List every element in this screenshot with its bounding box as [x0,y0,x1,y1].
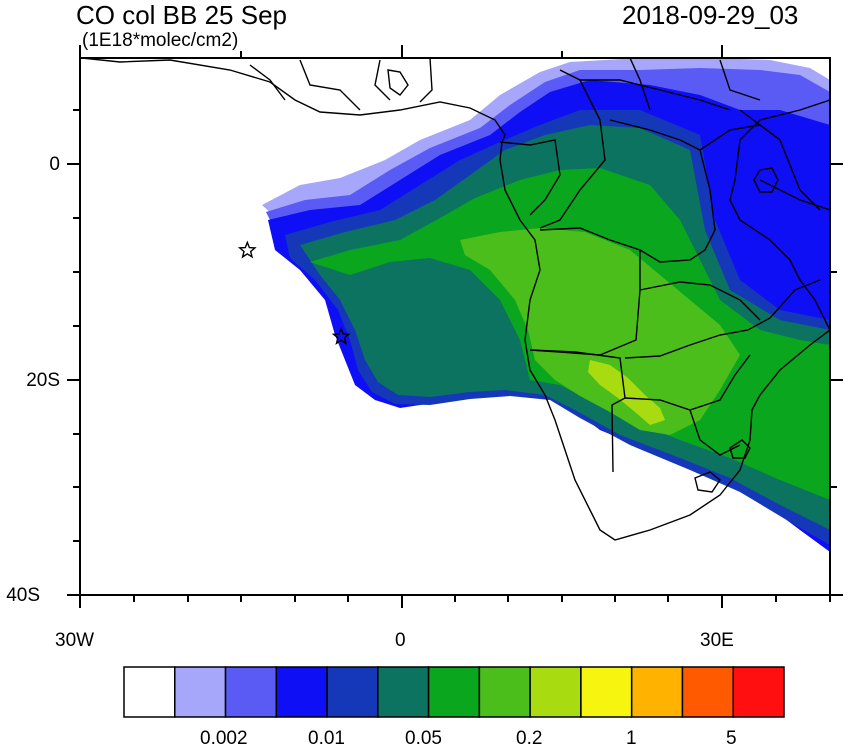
tick-marks [67,45,843,608]
x-label-30e: 30E [700,630,734,651]
colorbar-box-2 [174,666,227,718]
map-units: (1E18*molec/cm2) [82,30,239,51]
colorbar-label-5: 1 [626,728,637,749]
colorbar-label-6: 5 [726,728,737,749]
central-africa-coast [499,141,830,541]
border-13 [719,59,830,211]
star-marker-2 [331,326,351,345]
border-12 [559,58,731,111]
colorbar-label-3: 0.05 [405,728,442,749]
lake-victoria [753,167,779,193]
colorbar-box-12 [681,666,734,718]
lake-outline-2 [387,69,409,96]
madagascar [694,471,721,493]
colorbar-label-4: 0.2 [516,728,543,749]
colorbar-label-1: 0.002 [200,728,248,749]
plume-layers [262,58,830,552]
border-4 [639,281,761,321]
markers [237,240,351,345]
co-column-map [67,45,843,608]
y-label-20s: 20S [26,370,60,391]
border-5 [624,354,751,411]
border-7 [539,79,606,229]
border-2 [529,349,626,473]
colorbar-box-6 [377,666,430,718]
border-9 [609,119,716,263]
border-8 [499,139,561,216]
plume-level-7 [460,228,740,435]
colorbar-label-2: 0.01 [308,728,345,749]
colorbar-box-9 [529,666,582,718]
y-label-0: 0 [49,154,60,175]
border-3 [624,279,821,359]
map-title: CO col BB 25 Sep [76,0,287,30]
star-marker-1 [237,240,257,259]
east-africa-coast [729,99,830,331]
x-label-30w: 30W [55,630,95,651]
border-11 [249,58,433,111]
y-label-40s: 40S [6,585,40,606]
colorbar-box-1 [123,666,176,718]
coastlines [81,58,830,541]
colorbar-box-5 [326,666,379,718]
lesotho [729,439,751,459]
colorbar-box-8 [478,666,531,718]
plume-level-8 [588,360,665,425]
map-datetime: 2018-09-29_03 [622,0,799,30]
colorbar-box-11 [630,666,684,718]
colorbar-box-7 [427,666,481,718]
colorbar-box-10 [580,666,633,718]
west-africa-coast [81,58,506,143]
colorbar-boxes [123,666,785,718]
colorbar-box-3 [224,666,278,718]
colorbar-box-13 [732,666,785,718]
colorbar-box-4 [275,666,328,718]
x-label-0: 0 [395,630,406,651]
